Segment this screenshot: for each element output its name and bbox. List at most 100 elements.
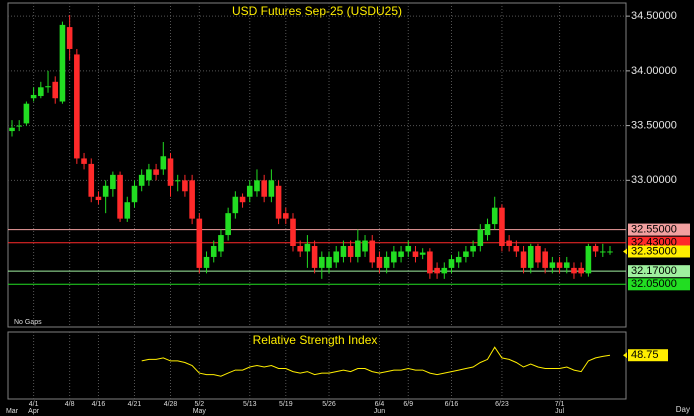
- period-label: Day: [676, 405, 690, 414]
- candle-body: [585, 246, 592, 274]
- candle-body: [355, 240, 361, 257]
- candle-body: [311, 246, 318, 268]
- candle-body: [607, 251, 613, 253]
- x-tick-label: 4/28: [164, 401, 178, 408]
- candle-body: [535, 246, 541, 263]
- level-label: 32.17000: [631, 265, 677, 277]
- candle-body: [138, 174, 145, 186]
- candle-body: [95, 196, 102, 201]
- candle-body: [434, 267, 440, 274]
- candle-body: [563, 262, 570, 268]
- candle-body: [117, 174, 123, 219]
- candle-body: [448, 259, 455, 268]
- y-tick-label: 34.50000: [631, 10, 677, 22]
- x-tick-label: 6/4: [375, 401, 385, 408]
- candle-body: [362, 240, 368, 252]
- candle-body: [146, 169, 152, 181]
- candle-body: [491, 207, 498, 225]
- last-price-label: 32.35000: [631, 245, 677, 257]
- candle-body: [210, 246, 217, 257]
- candle-body: [38, 87, 44, 97]
- candle-body: [427, 251, 433, 274]
- x-tick-label: 7/1: [555, 401, 565, 408]
- candle-body: [419, 252, 426, 255]
- x-tick-label: 5/26: [322, 401, 336, 408]
- candle-body: [232, 196, 239, 214]
- candle-body: [412, 251, 419, 257]
- candle-body: [383, 256, 390, 268]
- candle-body: [275, 185, 282, 219]
- candle-body: [59, 24, 66, 102]
- candle-body: [261, 180, 267, 197]
- candle-body: [268, 180, 275, 197]
- candle-body: [463, 251, 469, 257]
- candle-body: [527, 246, 534, 268]
- x-month-label: Jul: [555, 408, 564, 415]
- candle-body: [124, 202, 131, 219]
- candle-body: [391, 251, 397, 263]
- candle-body: [110, 174, 116, 190]
- candle-body: [484, 224, 491, 236]
- candle-body: [304, 243, 311, 252]
- last-price-marker: [623, 248, 627, 255]
- rsi-title: Relative Strength Index: [253, 333, 378, 347]
- x-tick-label: 5/19: [279, 401, 293, 408]
- candle-body: [88, 163, 95, 197]
- candle-body: [189, 180, 195, 219]
- candle-body: [470, 246, 476, 252]
- y-tick-label: 33.50000: [631, 120, 677, 132]
- candle-body: [319, 256, 325, 268]
- rsi-panel: [7, 331, 627, 400]
- x-tick-label: 4/1: [29, 401, 39, 408]
- candle-body: [592, 246, 599, 252]
- candle-body: [246, 185, 253, 197]
- y-tick-label: 34.00000: [631, 65, 677, 77]
- candle-body: [578, 267, 584, 274]
- candle-body: [254, 180, 260, 192]
- last-price-box: [628, 245, 690, 258]
- x-tick-label: 5/13: [243, 401, 257, 408]
- level-label-box: [628, 265, 690, 278]
- rsi-last-label: 48.75: [631, 349, 659, 361]
- x-tick-label: 4/8: [65, 401, 75, 408]
- x-month-label: May: [193, 408, 207, 415]
- candle-body: [340, 246, 347, 257]
- candle-body: [455, 256, 462, 263]
- rsi-last-marker: [623, 352, 627, 359]
- x-tick-label: 6/16: [445, 401, 459, 408]
- candle-body: [30, 94, 37, 99]
- x-month-label: Mar: [6, 408, 19, 415]
- candle-body: [52, 81, 59, 99]
- level-label: 32.55000: [631, 223, 677, 235]
- candle-body: [167, 158, 174, 186]
- candle-body: [153, 169, 159, 175]
- candle-body: [81, 158, 87, 164]
- candle-body: [405, 246, 412, 252]
- y-tick-label: 33.00000: [631, 174, 677, 186]
- candle-body: [376, 256, 383, 268]
- candle-body: [398, 251, 404, 257]
- candle-body: [499, 207, 505, 246]
- rsi-last-box: [628, 349, 668, 362]
- candle-body: [182, 180, 188, 192]
- candle-body: [174, 180, 181, 182]
- candle-body: [16, 125, 23, 127]
- candle-body: [326, 256, 332, 268]
- candle-body: [513, 246, 520, 252]
- candle-body: [506, 240, 512, 246]
- x-tick-label: 4/16: [92, 401, 106, 408]
- candle-body: [542, 251, 548, 268]
- x-tick-label: 6/9: [403, 401, 413, 408]
- candle-body: [441, 267, 448, 274]
- rsi-line: [141, 346, 611, 377]
- x-tick-label: 6/23: [495, 401, 509, 408]
- candle-body: [196, 218, 203, 268]
- no-gaps-note: No Gaps: [14, 319, 42, 326]
- candle-body: [225, 213, 231, 236]
- candle-body: [369, 240, 376, 263]
- candle-body: [9, 127, 15, 132]
- price-panel: [7, 2, 627, 328]
- candle-body: [66, 27, 73, 49]
- candle-body: [571, 267, 577, 274]
